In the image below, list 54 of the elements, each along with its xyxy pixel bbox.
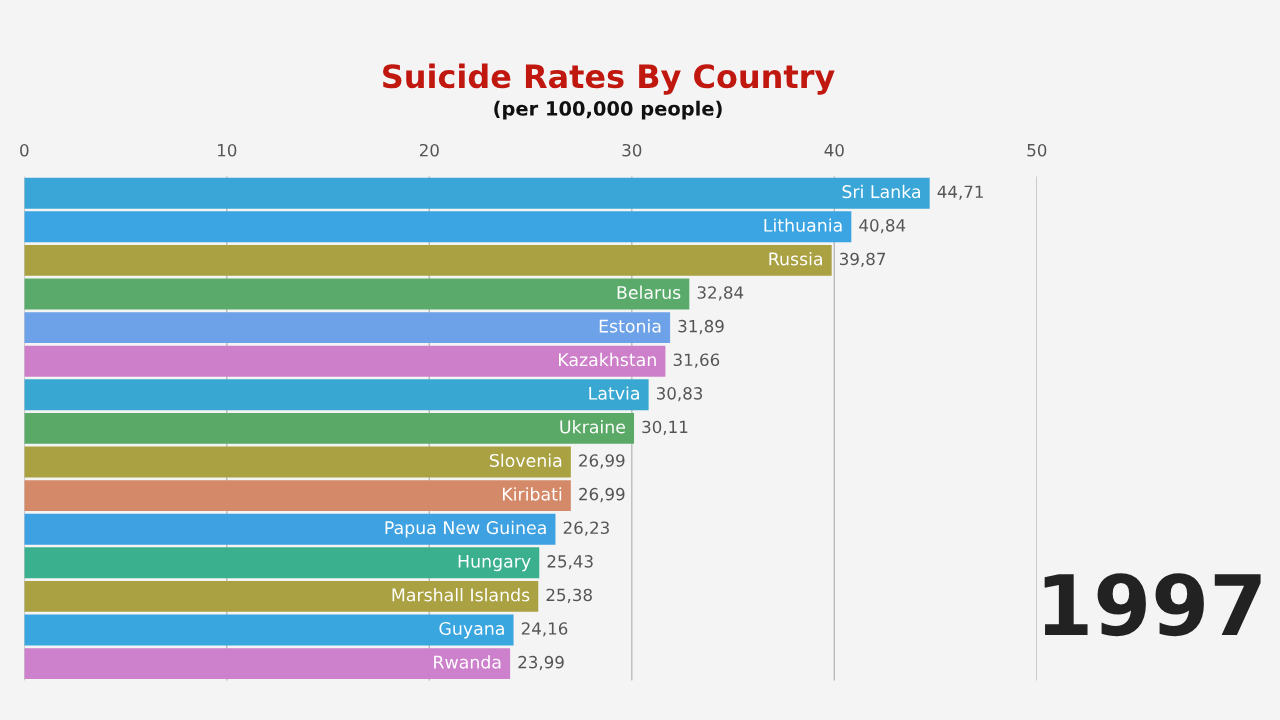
bar bbox=[24, 446, 571, 478]
x-tick-label: 20 bbox=[419, 143, 439, 157]
bar bbox=[24, 312, 671, 344]
data-label: 26,99 bbox=[579, 487, 625, 503]
data-label: 26,99 bbox=[579, 454, 625, 469]
data-label: 30,83 bbox=[656, 387, 703, 402]
data-label: 25,38 bbox=[546, 588, 592, 603]
bar bbox=[24, 244, 832, 276]
bar bbox=[24, 648, 511, 680]
data-label: 25,43 bbox=[547, 555, 593, 570]
data-label: 32,84 bbox=[697, 286, 744, 301]
bar bbox=[24, 345, 666, 377]
bar bbox=[24, 480, 571, 512]
bar bbox=[24, 513, 556, 545]
bar bbox=[24, 412, 635, 444]
x-tick-label: 0 bbox=[20, 143, 29, 157]
data-label: 40,84 bbox=[859, 219, 906, 234]
bar bbox=[24, 211, 852, 243]
x-tick-label: 40 bbox=[824, 143, 844, 157]
y-tick-label: Estonia bbox=[599, 319, 661, 333]
x-tick-label: 50 bbox=[1027, 143, 1047, 157]
y-tick-label: Guyana bbox=[439, 621, 504, 639]
data-label: 31,89 bbox=[678, 319, 724, 335]
y-tick-label: Papua New Guinea bbox=[385, 520, 546, 538]
data-label: 44,71 bbox=[937, 185, 983, 200]
y-tick-label: Ukraine bbox=[560, 420, 626, 434]
y-tick-label: Belarus bbox=[617, 285, 681, 300]
data-label: 39,87 bbox=[840, 252, 886, 267]
chart-subtitle: (per 100,000 people) bbox=[494, 100, 722, 120]
y-tick-label: Marshall Islands bbox=[392, 588, 530, 602]
y-tick-label: Latvia bbox=[589, 386, 639, 400]
bar bbox=[24, 580, 539, 612]
x-tick-label: 10 bbox=[218, 143, 237, 157]
bar bbox=[24, 278, 690, 310]
bar bbox=[24, 177, 930, 209]
chart-title: Suicide Rates By Country bbox=[383, 63, 835, 95]
bar bbox=[24, 379, 649, 411]
data-label: 30,11 bbox=[642, 420, 688, 435]
y-tick-label: Sri Lanka bbox=[842, 184, 920, 199]
x-tick-label: 30 bbox=[622, 143, 642, 157]
data-label: 23,99 bbox=[518, 655, 564, 671]
y-tick-label: Russia bbox=[769, 252, 822, 266]
data-label: 24,16 bbox=[521, 622, 568, 637]
text: 1997 bbox=[1044, 573, 1261, 637]
data-label: 31,66 bbox=[673, 353, 720, 368]
y-tick-label: Kazakhstan bbox=[559, 352, 656, 367]
y-tick-label: Kiribati bbox=[503, 487, 562, 501]
y-tick-label: Rwanda bbox=[434, 655, 501, 669]
y-tick-label: Slovenia bbox=[490, 453, 562, 468]
data-label: 26,23 bbox=[563, 521, 609, 536]
y-tick-label: Hungary bbox=[458, 554, 531, 572]
bar bbox=[24, 614, 514, 646]
y-tick-label: Lithuania bbox=[764, 218, 842, 232]
bar bbox=[24, 547, 540, 579]
